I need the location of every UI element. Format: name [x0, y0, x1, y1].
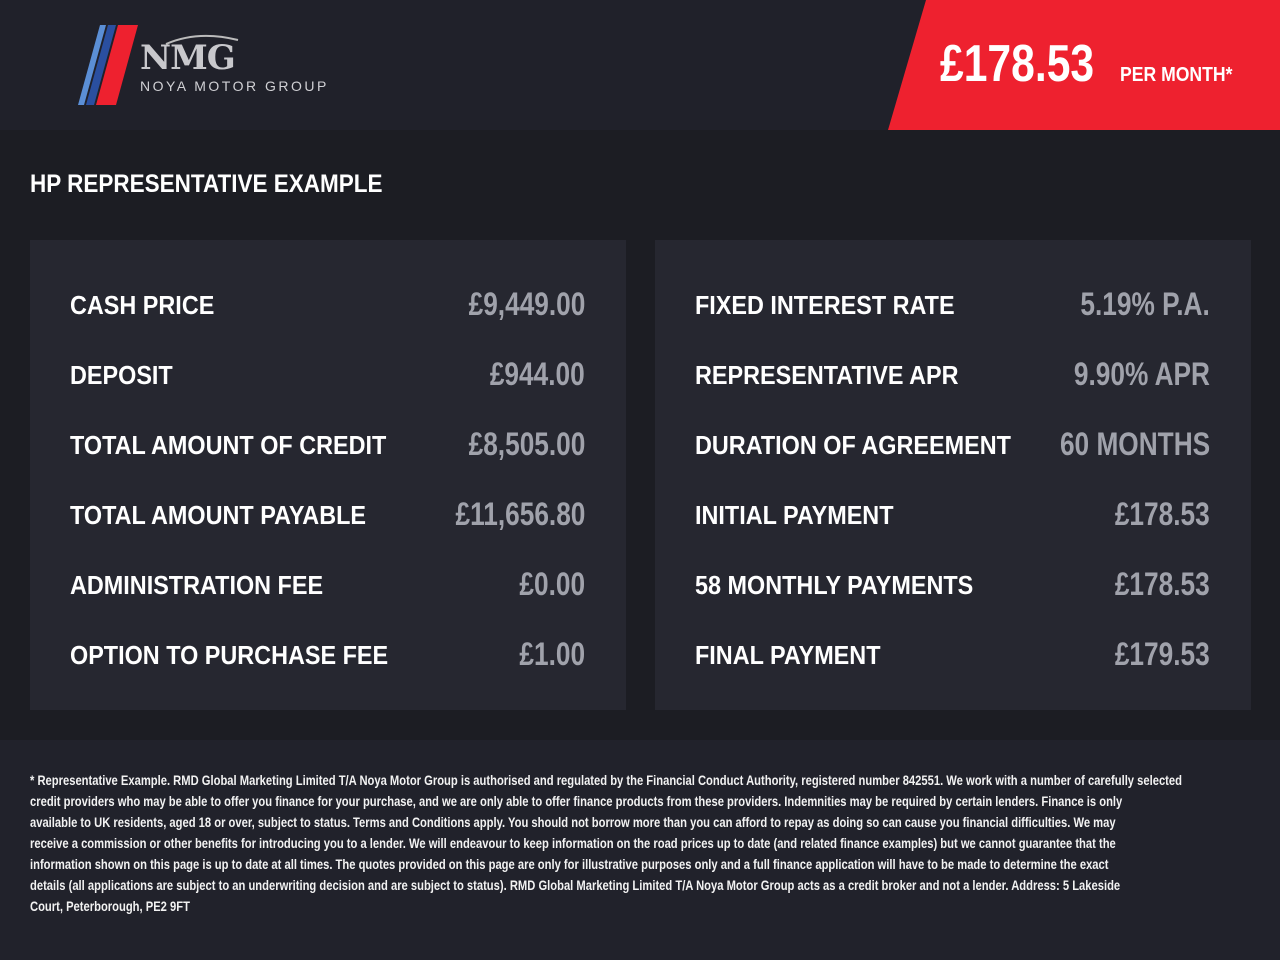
logo-name: NOYA MOTOR GROUP — [140, 78, 329, 94]
finance-row: DURATION OF AGREEMENT 60 MONTHS — [695, 426, 1210, 470]
finance-panel-left: CASH PRICE £9,449.00 DEPOSIT £944.00 TOTAL… — [30, 240, 626, 710]
finance-row: FIXED INTEREST RATE 5.19% P.A. — [695, 286, 1210, 330]
row-label: DEPOSIT — [70, 360, 173, 390]
row-label: ADMINISTRATION FEE — [70, 570, 324, 600]
row-value: £1.00 — [519, 636, 585, 672]
disclaimer-line: available to UK residents, aged 18 or ov… — [30, 814, 1116, 830]
header: NMG NOYA MOTOR GROUP £178.53 PER MONTH* — [0, 0, 1280, 130]
row-value: £8,505.00 — [468, 426, 585, 462]
finance-row: TOTAL AMOUNT PAYABLE £11,656.80 — [70, 496, 585, 540]
finance-row: FINAL PAYMENT £179.53 — [695, 636, 1210, 680]
disclaimer-line: credit providers who may be able to offe… — [30, 793, 1123, 809]
finance-row: CASH PRICE £9,449.00 — [70, 286, 585, 330]
row-label: INITIAL PAYMENT — [695, 500, 894, 530]
row-value: 5.19% P.A. — [1080, 286, 1210, 322]
row-label: REPRESENTATIVE APR — [695, 360, 959, 390]
row-label: OPTION TO PURCHASE FEE — [70, 640, 389, 670]
row-value: £178.53 — [1115, 566, 1210, 602]
row-label: CASH PRICE — [70, 290, 215, 320]
row-value: 60 MONTHS — [1059, 426, 1210, 462]
logo-stripes-icon — [78, 25, 239, 105]
finance-row: REPRESENTATIVE APR 9.90% APR — [695, 356, 1210, 400]
row-value: £944.00 — [490, 356, 585, 392]
noya-motor-group-logo[interactable]: NMG NOYA MOTOR GROUP — [78, 22, 368, 108]
footer: * Representative Example. RMD Global Mar… — [0, 740, 1280, 960]
row-label: TOTAL AMOUNT PAYABLE — [70, 500, 367, 530]
finance-row: INITIAL PAYMENT £178.53 — [695, 496, 1210, 540]
logo-mark: NMG — [140, 38, 236, 78]
row-value: £11,656.80 — [455, 496, 585, 532]
row-value: £9,449.00 — [468, 286, 585, 322]
disclaimer: * Representative Example. RMD Global Mar… — [30, 770, 1280, 917]
disclaimer-line: information shown on this page is up to … — [30, 856, 1109, 872]
disclaimer-line: details (all applications are subject to… — [30, 877, 1121, 893]
finance-row: OPTION TO PURCHASE FEE £1.00 — [70, 636, 585, 680]
page-title: HP REPRESENTATIVE EXAMPLE — [30, 170, 383, 198]
disclaimer-line: receive a commission or other benefits f… — [30, 835, 1116, 851]
per-month-label: PER MONTH* — [1120, 64, 1233, 86]
row-value: £178.53 — [1115, 496, 1210, 532]
disclaimer-line: * Representative Example. RMD Global Mar… — [30, 772, 1182, 788]
finance-row: DEPOSIT £944.00 — [70, 356, 585, 400]
disclaimer-line: Court, Peterborough, PE2 9FT — [30, 898, 190, 914]
monthly-price-banner: £178.53 PER MONTH* — [888, 0, 1280, 130]
row-label: 58 MONTHLY PAYMENTS — [695, 570, 974, 600]
row-value: 9.90% APR — [1073, 356, 1210, 392]
monthly-price: £178.53 — [940, 35, 1095, 93]
row-value: £0.00 — [519, 566, 585, 602]
row-value: £179.53 — [1115, 636, 1210, 672]
finance-row: TOTAL AMOUNT OF CREDIT £8,505.00 — [70, 426, 585, 470]
finance-row: 58 MONTHLY PAYMENTS £178.53 — [695, 566, 1210, 610]
finance-row: ADMINISTRATION FEE £0.00 — [70, 566, 585, 610]
row-label: FIXED INTEREST RATE — [695, 290, 955, 320]
row-label: DURATION OF AGREEMENT — [695, 430, 1011, 460]
row-label: FINAL PAYMENT — [695, 640, 881, 670]
finance-panel-right: FIXED INTEREST RATE 5.19% P.A. REPRESENTA… — [655, 240, 1251, 710]
row-label: TOTAL AMOUNT OF CREDIT — [70, 430, 387, 460]
